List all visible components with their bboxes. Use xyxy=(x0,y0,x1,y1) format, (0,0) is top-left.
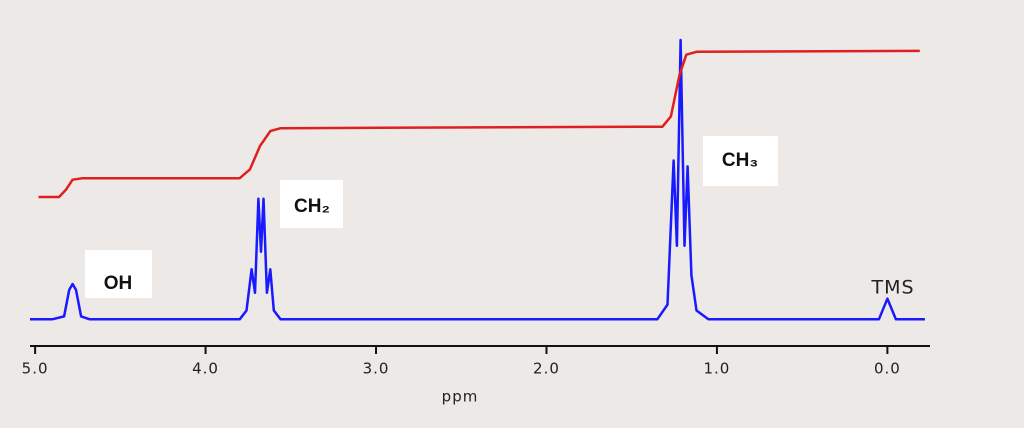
peak-label: TMS xyxy=(870,277,914,299)
label-box xyxy=(85,250,152,298)
peak-label: CH₃ xyxy=(722,150,758,171)
peak-label: CH₂ xyxy=(294,196,330,217)
spectrum-line xyxy=(30,38,925,321)
x-tick-label: 5.0 xyxy=(22,360,49,378)
label-box xyxy=(280,180,343,228)
label-box xyxy=(703,136,778,186)
spectrum-line xyxy=(38,49,920,199)
peak-label: OH xyxy=(104,273,133,294)
x-axis-label: ppm xyxy=(442,388,479,406)
x-tick-label: 2.0 xyxy=(533,360,560,378)
x-tick-label: 3.0 xyxy=(363,360,390,378)
x-tick-label: 1.0 xyxy=(704,360,731,378)
x-tick-label: 4.0 xyxy=(192,360,219,378)
x-tick-label: 0.0 xyxy=(874,360,901,378)
